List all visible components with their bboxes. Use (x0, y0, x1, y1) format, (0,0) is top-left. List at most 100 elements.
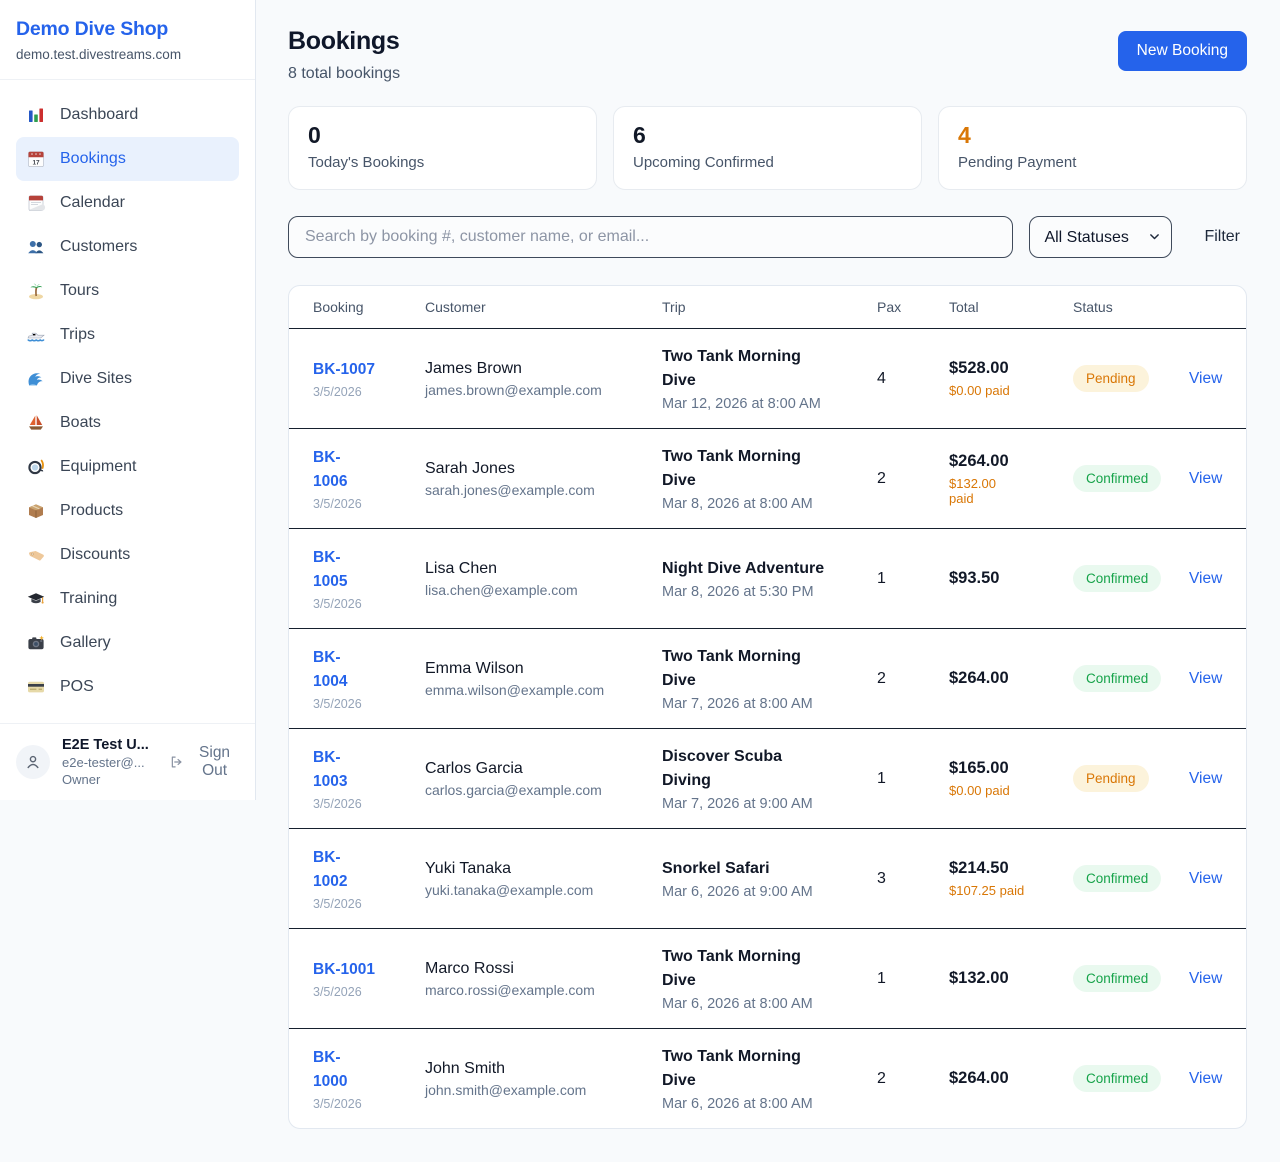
sidebar-item-discounts[interactable]: Discounts (16, 533, 239, 577)
bookings-table: Booking Customer Trip Pax Total Status B… (288, 285, 1247, 1129)
avatar (16, 745, 50, 779)
view-link[interactable]: View (1189, 869, 1223, 887)
trip-name: Two Tank Morning Dive (662, 1048, 801, 1089)
sidebar-item-label: Training (60, 590, 118, 607)
column-header-booking: Booking (313, 299, 364, 315)
filter-button[interactable]: Filter (1197, 228, 1247, 246)
page-title: Bookings (288, 27, 400, 55)
trip-name: Discover Scuba Diving (662, 748, 783, 789)
view-link[interactable]: View (1189, 569, 1223, 587)
brand-name: Demo Dive Shop (16, 18, 169, 40)
sidebar-item-label: Equipment (60, 458, 137, 475)
trip-datetime: Mar 6, 2026 at 8:00 AM (662, 996, 813, 1012)
column-header-status: Status (1073, 299, 1113, 315)
view-link[interactable]: View (1189, 669, 1223, 687)
stat-label: Upcoming Confirmed (633, 154, 774, 171)
booking-date: 3/5/2026 (313, 1097, 362, 1112)
status-select[interactable]: All Statuses (1029, 216, 1173, 258)
booking-id-link[interactable]: BK-1000 (313, 1048, 348, 1090)
pax-value: 2 (877, 669, 886, 687)
sidebar-item-products[interactable]: Products (16, 489, 239, 533)
island-palm-icon (26, 281, 46, 301)
sidebar-item-tours[interactable]: Tours (16, 269, 239, 313)
new-booking-button[interactable]: New Booking (1117, 31, 1247, 71)
calendar-date-icon: 17 (26, 149, 46, 169)
speedboat-icon (26, 325, 46, 345)
status-badge: Confirmed (1073, 565, 1162, 592)
status-select-wrap: All Statuses (1029, 216, 1173, 258)
package-icon (26, 501, 46, 521)
sidebar-item-label: Bookings (60, 150, 126, 167)
pax-value: 3 (877, 869, 886, 887)
page-header: Bookings 8 total bookings New Booking (288, 27, 1247, 83)
trip-name: Snorkel Safari (662, 860, 770, 877)
booking-id-link[interactable]: BK-1006 (313, 448, 348, 490)
pax-value: 2 (877, 469, 886, 487)
total-amount: $214.50 (949, 859, 1009, 877)
customer-name: Emma Wilson (425, 659, 524, 677)
view-link[interactable]: View (1189, 1069, 1223, 1087)
sidebar-item-bookings[interactable]: 17 Bookings (16, 137, 239, 181)
booking-id-link[interactable]: BK-1005 (313, 548, 348, 590)
paid-amount: $0.00 paid (949, 383, 1010, 398)
booking-id-link[interactable]: BK-1004 (313, 648, 348, 690)
stats-row: 0 Today's Bookings 6 Upcoming Confirmed … (288, 106, 1247, 190)
booking-date: 3/5/2026 (313, 797, 362, 812)
booking-id-link[interactable]: BK-1001 (313, 960, 376, 978)
sidebar-item-equipment[interactable]: Equipment (16, 445, 239, 489)
booking-id-link[interactable]: BK-1007 (313, 360, 376, 378)
sidebar-item-gallery[interactable]: Gallery (16, 621, 239, 665)
pax-value: 4 (877, 369, 886, 387)
graduation-cap-icon (26, 589, 46, 609)
user-info: E2E Test U... e2e-tester@... Owner (62, 737, 155, 787)
sidebar: Demo Dive Shop demo.test.divestreams.com… (0, 0, 256, 800)
trip-datetime: Mar 8, 2026 at 5:30 PM (662, 584, 814, 600)
table-row: BK-1001 3/5/2026 Marco Rossi marco.rossi… (289, 928, 1246, 1028)
customer-name: Sarah Jones (425, 459, 515, 477)
paid-amount: $0.00 paid (949, 783, 1010, 798)
sidebar-item-dashboard[interactable]: Dashboard (16, 93, 239, 137)
booking-date: 3/5/2026 (313, 385, 362, 399)
customer-email: carlos.garcia@example.com (425, 781, 602, 798)
column-header-pax: Pax (877, 299, 902, 315)
sidebar-item-pos[interactable]: POS (16, 665, 239, 709)
trip-datetime: Mar 7, 2026 at 9:00 AM (662, 796, 813, 812)
user-name: E2E Test U... (62, 737, 149, 753)
user-email: e2e-tester@... (62, 755, 145, 770)
column-header-customer: Customer (425, 299, 486, 315)
search-input[interactable] (288, 216, 1014, 258)
pax-value: 1 (877, 569, 886, 587)
sign-out-button[interactable]: Sign Out (169, 744, 239, 780)
view-link[interactable]: View (1189, 469, 1223, 487)
trip-name: Two Tank Morning Dive (662, 948, 801, 989)
sidebar-item-dive-sites[interactable]: Dive Sites (16, 357, 239, 401)
view-link[interactable]: View (1189, 369, 1223, 387)
table-row: BK-1006 3/5/2026 Sarah Jones sarah.jones… (289, 428, 1246, 528)
booking-id-link[interactable]: BK-1003 (313, 748, 348, 790)
view-link[interactable]: View (1189, 769, 1223, 787)
sailboat-icon (26, 413, 46, 433)
sidebar-item-training[interactable]: Training (16, 577, 239, 621)
person-icon (27, 755, 39, 769)
table-row: BK-1003 3/5/2026 Carlos Garcia carlos.ga… (289, 728, 1246, 828)
booking-id-link[interactable]: BK-1002 (313, 848, 348, 890)
sidebar-item-boats[interactable]: Boats (16, 401, 239, 445)
stat-value: 4 (958, 122, 971, 148)
stat-value: 6 (633, 122, 646, 148)
sidebar-item-label: Discounts (60, 546, 131, 563)
sidebar-item-trips[interactable]: Trips (16, 313, 239, 357)
pax-value: 1 (877, 969, 886, 987)
table-row: BK-1005 3/5/2026 Lisa Chen lisa.chen@exa… (289, 528, 1246, 628)
bar-chart-icon (26, 105, 46, 125)
table-row: BK-1007 3/5/2026 James Brown james.brown… (289, 328, 1246, 428)
sidebar-item-calendar[interactable]: Calendar (16, 181, 239, 225)
tear-off-calendar-icon (26, 193, 46, 213)
customer-email: james.brown@example.com (425, 381, 602, 398)
customer-email: lisa.chen@example.com (425, 581, 578, 598)
customer-email: emma.wilson@example.com (425, 681, 605, 698)
pax-value: 1 (877, 769, 886, 787)
customer-name: James Brown (425, 359, 522, 377)
sidebar-item-customers[interactable]: Customers (16, 225, 239, 269)
status-badge: Confirmed (1073, 1065, 1162, 1092)
view-link[interactable]: View (1189, 969, 1223, 987)
